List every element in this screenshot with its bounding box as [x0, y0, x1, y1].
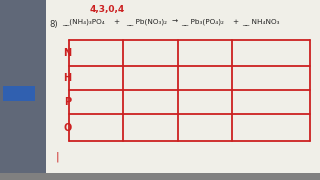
Bar	[0, 0, 46, 180]
Bar	[3, 86, 35, 101]
Text: +: +	[232, 19, 238, 25]
Text: 4,3,0,4: 4,3,0,4	[90, 5, 125, 14]
Bar	[46, 0, 320, 173]
Text: __ Pb₃(PO₄)₂: __ Pb₃(PO₄)₂	[181, 18, 224, 25]
Text: +: +	[114, 19, 120, 25]
Text: O: O	[63, 123, 71, 133]
Text: H: H	[63, 73, 71, 83]
Text: __ Pb(NO₃)₂: __ Pb(NO₃)₂	[126, 18, 167, 25]
Text: N: N	[63, 48, 71, 58]
Text: __ NH₄NO₃: __ NH₄NO₃	[243, 18, 280, 25]
Text: |: |	[56, 151, 60, 162]
Text: →: →	[171, 19, 177, 25]
Bar	[0, 173, 320, 180]
Text: 8): 8)	[50, 20, 58, 29]
Text: P: P	[64, 97, 71, 107]
Text: __(NH₄)₃PO₄: __(NH₄)₃PO₄	[62, 18, 105, 25]
